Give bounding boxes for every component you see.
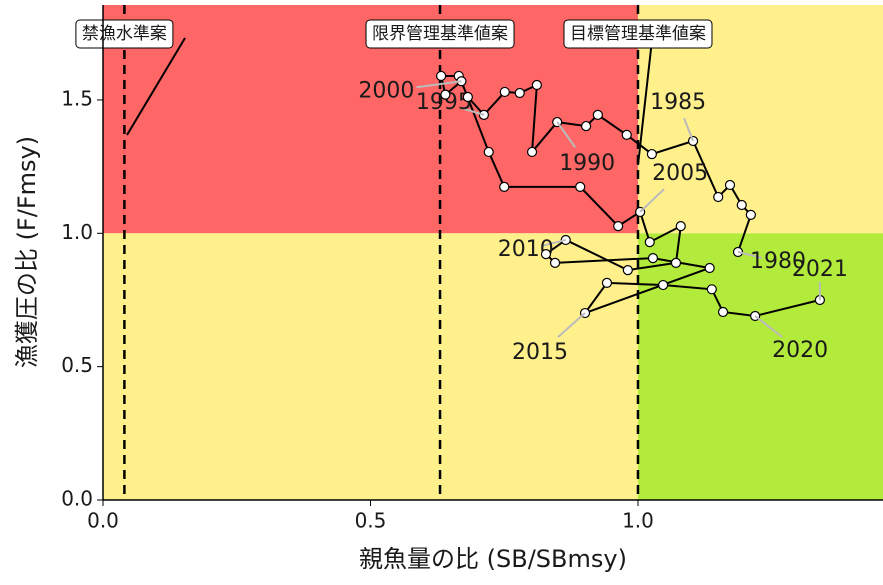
point: [499, 86, 510, 98]
point-label: 2005: [652, 161, 708, 186]
reference-label: 禁漁水準案: [82, 24, 167, 44]
point: [621, 129, 632, 140]
point: [713, 191, 724, 203]
point: [622, 265, 633, 276]
y-axis-title: 漁獲圧の比 (F/Fmsy): [13, 136, 41, 368]
point: [675, 220, 686, 232]
point: [646, 148, 657, 160]
x-tick-label: 1.0: [622, 509, 654, 533]
zone: [103, 233, 638, 500]
point: [745, 209, 756, 220]
x-tick-label: 0.0: [87, 509, 119, 533]
point: [514, 87, 525, 99]
label-leader: [541, 238, 566, 247]
label-leader: [754, 315, 783, 338]
x-axis-title: 親魚量の比 (SB/SBmsy): [359, 545, 627, 573]
point: [462, 91, 473, 103]
trajectory: [439, 74, 821, 317]
curve: [126, 37, 186, 136]
point: [436, 70, 447, 82]
point-label: 2000: [358, 78, 414, 103]
point: [601, 277, 613, 289]
point: [549, 257, 561, 269]
point: [724, 179, 736, 191]
x-tick-label: 0.5: [355, 509, 387, 533]
point-label: 2015: [512, 340, 568, 365]
point: [704, 262, 715, 274]
y-tick-label: 1.5: [61, 86, 93, 110]
zone: [637, 233, 883, 500]
point-label: 1985: [650, 90, 706, 115]
point: [580, 120, 592, 132]
label-leader: [683, 117, 695, 142]
label-leader: [556, 121, 577, 148]
point: [706, 284, 717, 295]
point-label: 2020: [772, 338, 828, 363]
point: [440, 89, 451, 100]
point: [717, 306, 729, 318]
point: [592, 109, 603, 120]
point: [658, 279, 669, 291]
point: [483, 146, 494, 158]
point: [644, 236, 655, 248]
point: [670, 257, 682, 269]
y-tick-label: 1.0: [61, 220, 93, 244]
point: [736, 199, 747, 211]
label-leader: [737, 250, 763, 259]
point-label: 1990: [559, 151, 615, 176]
point: [526, 146, 538, 158]
point: [531, 79, 542, 91]
point: [575, 181, 586, 192]
point: [499, 181, 510, 192]
y-tick-label: 0.0: [61, 487, 93, 511]
point-label: 1980: [750, 249, 806, 274]
label-leader: [459, 106, 485, 116]
label-leader: [639, 188, 665, 213]
label-leader: [557, 312, 586, 338]
reference-label: 限界管理基準値案: [372, 24, 508, 44]
point: [647, 253, 659, 264]
reference-label-box: [365, 19, 515, 49]
reference-label: 目標管理基準値案: [570, 24, 706, 44]
point: [540, 249, 552, 260]
label-leader: [416, 80, 462, 89]
reference-label-box: [75, 19, 174, 49]
point: [613, 220, 624, 232]
y-tick-label: 0.5: [61, 353, 93, 377]
reference-label-box: [563, 19, 713, 49]
point-label: 2021: [792, 257, 848, 282]
